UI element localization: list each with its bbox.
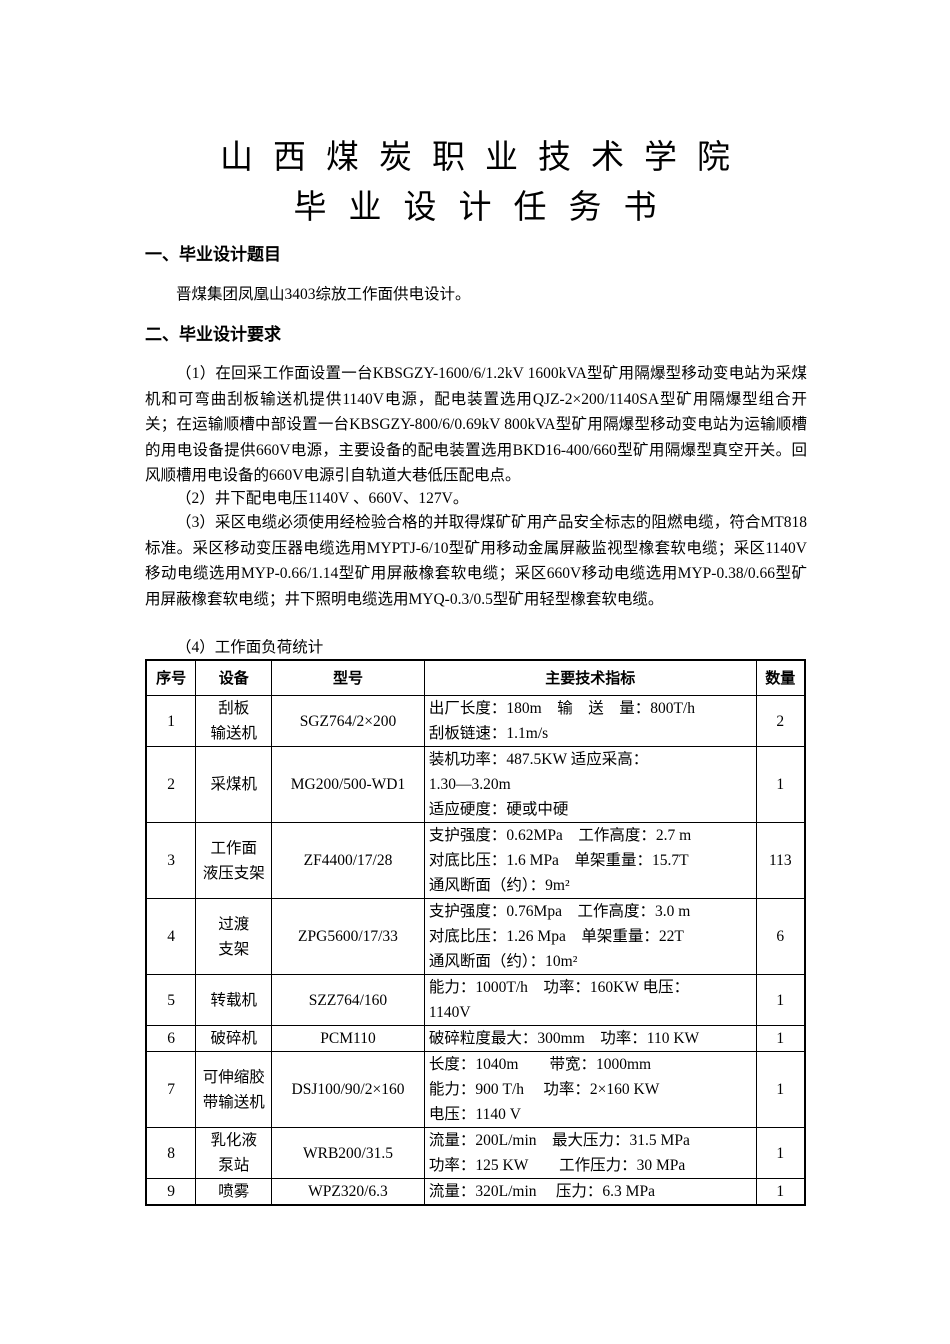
load-table: 序号 设备 型号 主要技术指标 数量 1 刮板 输送机 SGZ764/2×200 出厂长度：1…	[145, 659, 806, 1206]
school-title: 山西煤炭职业技术学院	[220, 140, 750, 176]
table-cell: 6	[755, 898, 806, 975]
table-cell: 长度：1040m 带宽：1000mm 能力：900 T/h 功率：2×160 K…	[423, 1051, 757, 1128]
table-row: 1 刮板 输送机 SGZ764/2×200 出厂长度：180m 输 送 量：800T/…	[145, 695, 806, 747]
table-cell: 3	[145, 822, 197, 899]
table-cell: 2	[755, 695, 806, 747]
table-cell: 1	[755, 1051, 806, 1128]
table-row: 7 可伸缩胶 带输送机 DSJ100/90/2×160 长度：1040m 带宽：100…	[145, 1051, 806, 1128]
table-cell: SZZ764/160	[271, 974, 425, 1026]
section-2-heading: 二、毕业设计要求	[145, 325, 281, 345]
table-cell: 5	[145, 974, 197, 1026]
table-row: 8 乳化液 泵站 WRB200/31.5 流量：200L/min 最大压力：31.5 …	[145, 1127, 806, 1179]
table-cell: 喷雾	[195, 1178, 273, 1206]
table-cell: 9	[145, 1178, 197, 1206]
table-cell: 乳化液 泵站	[195, 1127, 273, 1179]
table-cell: 113	[755, 822, 806, 899]
table-cell: 采煤机	[195, 746, 273, 823]
section-1-heading: 一、毕业设计题目	[145, 245, 281, 265]
requirement-4: （4）工作面负荷统计	[176, 639, 324, 656]
table-cell: 7	[145, 1051, 197, 1128]
table-cell: 流量：320L/min 压力：6.3 MPa	[423, 1178, 757, 1206]
design-topic: 晋煤集团凤凰山3403综放工作面供电设计。	[176, 286, 471, 303]
table-cell: 刮板 输送机	[195, 695, 273, 747]
table-cell: SGZ764/2×200	[271, 695, 425, 747]
table-cell: 1	[755, 974, 806, 1026]
table-cell: 过渡 支架	[195, 898, 273, 975]
table-cell: 工作面 液压支架	[195, 822, 273, 899]
table-cell: 可伸缩胶 带输送机	[195, 1051, 273, 1128]
table-cell: 1	[755, 1127, 806, 1179]
requirement-3: （3）采区电缆必须使用经检验合格的并取得煤矿矿用产品安全标志的阻燃电缆，符合MT…	[145, 514, 807, 608]
table-row: 9 喷雾 WPZ320/6.3 流量：320L/min 压力：6.3 MPa 1	[145, 1178, 806, 1206]
table-cell: 破碎粒度最大：300mm 功率：110 KW	[423, 1025, 757, 1052]
table-cell: 1	[755, 1178, 806, 1206]
table-cell: 1	[755, 746, 806, 823]
table-row: 6 破碎机 PCM110 破碎粒度最大：300mm 功率：110 KW 1	[145, 1025, 806, 1052]
table-cell: WPZ320/6.3	[271, 1178, 425, 1206]
table-cell: 转载机	[195, 974, 273, 1026]
table-cell: PCM110	[271, 1025, 425, 1052]
table-cell: 能力：1000T/h 功率：160KW 电压： 1140V	[423, 974, 757, 1026]
table-cell: 6	[145, 1025, 197, 1052]
table-cell: 支护强度：0.62MPa 工作高度：2.7 m 对底比压：1.6 MPa 单架重…	[423, 822, 757, 899]
column-header: 设备	[195, 659, 273, 696]
table-cell: 流量：200L/min 最大压力：31.5 MPa 功率：125 KW 工作压力…	[423, 1127, 757, 1179]
table-row: 2 采煤机 MG200/500-WD1 装机功率：487.5KW 适应采高： 1.30…	[145, 746, 806, 823]
table-cell: WRB200/31.5	[271, 1127, 425, 1179]
table-cell: MG200/500-WD1	[271, 746, 425, 823]
column-header: 型号	[271, 659, 425, 696]
table-row: 4 过渡 支架 ZPG5600/17/33 支护强度：0.76Mpa 工作高度：3.0…	[145, 898, 806, 975]
table-cell: ZPG5600/17/33	[271, 898, 425, 975]
requirement-1: （1）在回采工作面设置一台KBSGZY-1600/6/1.2kV 1600kVA…	[145, 365, 807, 484]
table-cell: 1	[755, 1025, 806, 1052]
table-cell: 8	[145, 1127, 197, 1179]
table-cell: 破碎机	[195, 1025, 273, 1052]
table-cell: 装机功率：487.5KW 适应采高： 1.30—3.20m 适应硬度：硬或中硬	[423, 746, 757, 823]
table-cell: DSJ100/90/2×160	[271, 1051, 425, 1128]
doc-title: 毕业设计任务书	[293, 190, 679, 226]
table-cell: ZF4400/17/28	[271, 822, 425, 899]
table-row: 3 工作面 液压支架 ZF4400/17/28 支护强度：0.62MPa 工作高度：2…	[145, 822, 806, 899]
table-cell: 4	[145, 898, 197, 975]
table-cell: 支护强度：0.76Mpa 工作高度：3.0 m 对底比压：1.26 Mpa 单架…	[423, 898, 757, 975]
column-header: 主要技术指标	[423, 659, 757, 696]
table-cell: 出厂长度：180m 输 送 量：800T/h 刮板链速：1.1m/s	[423, 695, 757, 747]
table-cell: 1	[145, 695, 197, 747]
table-row: 5 转载机 SZZ764/160 能力：1000T/h 功率：160KW 电压： 11…	[145, 974, 806, 1026]
requirement-2: （2）井下配电电压1140V 、660V、127V。	[176, 490, 469, 507]
table-cell: 2	[145, 746, 197, 823]
column-header: 数量	[755, 659, 806, 696]
column-header: 序号	[145, 659, 197, 696]
